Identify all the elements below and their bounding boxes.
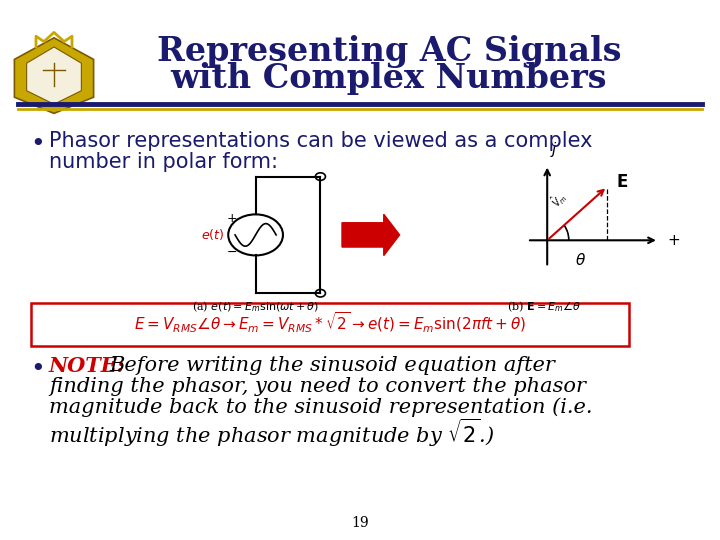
Text: +: + [227,212,237,225]
Text: Representing AC Signals: Representing AC Signals [156,35,621,68]
Text: Before writing the sinusoid equation after: Before writing the sinusoid equation aft… [109,356,555,375]
Text: •: • [30,357,45,381]
Text: $j$: $j$ [550,140,558,159]
Text: 19: 19 [351,516,369,530]
Polygon shape [14,38,94,113]
Text: $\hat{V}_m$: $\hat{V}_m$ [548,188,571,211]
Text: $e(t)$: $e(t)$ [202,227,225,242]
Text: $-$: $-$ [226,245,238,258]
Text: $\theta$: $\theta$ [575,252,585,268]
Text: (a) $e(t) = E_m \sin(\omega t + \theta)$: (a) $e(t) = E_m \sin(\omega t + \theta)$ [192,300,319,314]
Text: finding the phasor, you need to convert the phasor: finding the phasor, you need to convert … [49,377,586,396]
Text: +: + [667,233,680,248]
FancyBboxPatch shape [31,303,629,346]
Text: $\mathbf{E}$: $\mathbf{E}$ [616,174,628,191]
Polygon shape [342,214,400,255]
Text: Phasor representations can be viewed as a complex: Phasor representations can be viewed as … [49,131,593,151]
Polygon shape [27,47,81,104]
Text: number in polar form:: number in polar form: [49,152,278,172]
Text: with Complex Numbers: with Complex Numbers [171,62,607,95]
Text: •: • [30,132,45,156]
Text: multiplying the phasor magnitude by $\sqrt{2}$.): multiplying the phasor magnitude by $\sq… [49,417,495,449]
Text: magnitude back to the sinusoid representation (i.e.: magnitude back to the sinusoid represent… [49,397,593,416]
Text: $E = V_{RMS}\angle\theta \rightarrow E_m = V_{RMS} * \sqrt{2} \rightarrow e(t) =: $E = V_{RMS}\angle\theta \rightarrow E_m… [134,310,526,335]
Text: NOTE:: NOTE: [49,356,132,376]
Text: (b) $\mathbf{E} = E_m\angle\theta$: (b) $\mathbf{E} = E_m\angle\theta$ [507,300,580,314]
